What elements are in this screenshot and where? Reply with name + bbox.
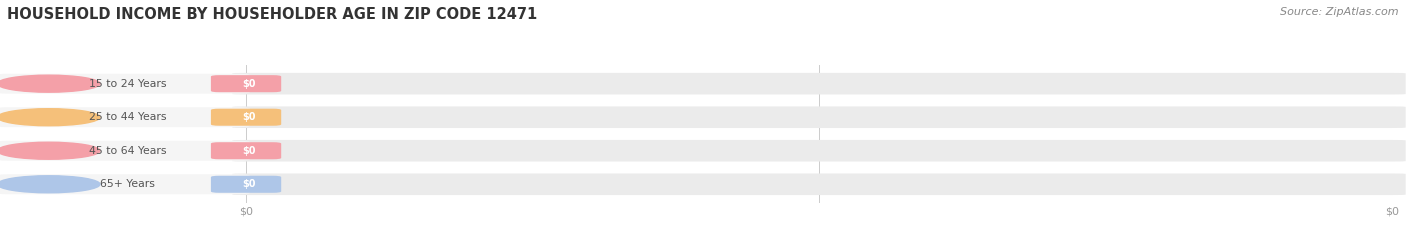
Text: 15 to 24 Years: 15 to 24 Years [89,79,166,89]
FancyBboxPatch shape [232,174,1406,195]
Text: 65+ Years: 65+ Years [100,179,155,189]
Text: $0: $0 [242,146,256,156]
FancyBboxPatch shape [232,140,1406,161]
Text: HOUSEHOLD INCOME BY HOUSEHOLDER AGE IN ZIP CODE 12471: HOUSEHOLD INCOME BY HOUSEHOLDER AGE IN Z… [7,7,537,22]
FancyBboxPatch shape [232,106,1406,128]
Text: Source: ZipAtlas.com: Source: ZipAtlas.com [1281,7,1399,17]
Text: 45 to 64 Years: 45 to 64 Years [89,146,166,156]
Text: $0: $0 [242,179,256,189]
FancyBboxPatch shape [232,73,1406,94]
Text: $0: $0 [242,79,256,89]
Text: $0: $0 [242,112,256,122]
Text: 25 to 44 Years: 25 to 44 Years [89,112,166,122]
